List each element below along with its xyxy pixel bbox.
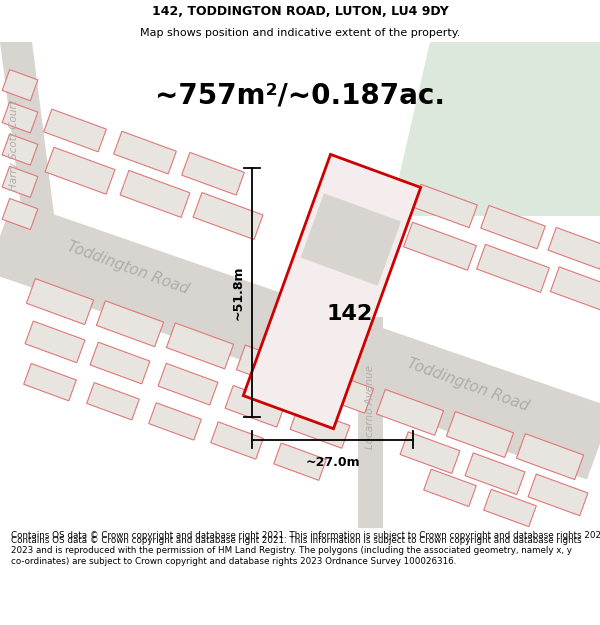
Polygon shape bbox=[376, 389, 443, 436]
Polygon shape bbox=[23, 364, 76, 401]
Polygon shape bbox=[0, 42, 60, 261]
Polygon shape bbox=[158, 363, 218, 405]
Text: 142, TODDINGTON ROAD, LUTON, LU4 9DY: 142, TODDINGTON ROAD, LUTON, LU4 9DY bbox=[152, 5, 448, 18]
Text: Contains OS data © Crown copyright and database right 2021. This information is : Contains OS data © Crown copyright and d… bbox=[11, 536, 581, 566]
Polygon shape bbox=[358, 317, 383, 528]
Polygon shape bbox=[465, 453, 525, 494]
Polygon shape bbox=[236, 345, 304, 391]
Polygon shape bbox=[182, 152, 244, 195]
Polygon shape bbox=[446, 411, 514, 458]
Polygon shape bbox=[550, 267, 600, 312]
Text: Contains OS data © Crown copyright and database right 2021. This information is : Contains OS data © Crown copyright and d… bbox=[11, 531, 600, 540]
Polygon shape bbox=[45, 148, 115, 194]
Polygon shape bbox=[149, 402, 202, 440]
Text: Locarno Avenue: Locarno Avenue bbox=[365, 366, 375, 449]
Polygon shape bbox=[400, 432, 460, 474]
Text: ~51.8m: ~51.8m bbox=[232, 265, 245, 320]
Polygon shape bbox=[517, 434, 584, 479]
Polygon shape bbox=[424, 469, 476, 506]
Polygon shape bbox=[2, 134, 38, 165]
Polygon shape bbox=[2, 166, 38, 198]
Polygon shape bbox=[307, 368, 374, 413]
Polygon shape bbox=[44, 109, 106, 152]
Polygon shape bbox=[166, 323, 233, 369]
Polygon shape bbox=[90, 342, 150, 384]
Polygon shape bbox=[2, 69, 38, 101]
Polygon shape bbox=[113, 131, 176, 174]
Polygon shape bbox=[26, 279, 94, 324]
Polygon shape bbox=[25, 321, 85, 362]
Polygon shape bbox=[0, 200, 600, 479]
Polygon shape bbox=[120, 171, 190, 217]
Polygon shape bbox=[390, 42, 600, 216]
Text: Toddington Road: Toddington Road bbox=[65, 239, 191, 298]
Polygon shape bbox=[484, 489, 536, 527]
Text: ~757m²/~0.187ac.: ~757m²/~0.187ac. bbox=[155, 81, 445, 109]
Polygon shape bbox=[193, 192, 263, 239]
Polygon shape bbox=[86, 382, 139, 420]
Text: Toddington Road: Toddington Road bbox=[405, 356, 531, 414]
Polygon shape bbox=[548, 228, 600, 269]
Text: ~27.0m: ~27.0m bbox=[305, 456, 360, 469]
Polygon shape bbox=[97, 301, 164, 347]
Polygon shape bbox=[481, 206, 545, 249]
Text: Map shows position and indicative extent of the property.: Map shows position and indicative extent… bbox=[140, 28, 460, 38]
Text: Harry Scott Court: Harry Scott Court bbox=[9, 100, 19, 191]
Polygon shape bbox=[290, 407, 350, 448]
Polygon shape bbox=[413, 184, 477, 228]
Polygon shape bbox=[274, 443, 326, 481]
Polygon shape bbox=[211, 422, 263, 459]
Text: 142: 142 bbox=[327, 304, 373, 324]
Polygon shape bbox=[301, 193, 401, 286]
Polygon shape bbox=[528, 474, 588, 516]
Polygon shape bbox=[225, 386, 285, 427]
Polygon shape bbox=[243, 154, 421, 429]
Polygon shape bbox=[2, 102, 38, 133]
Polygon shape bbox=[404, 222, 476, 270]
Polygon shape bbox=[476, 244, 550, 292]
Polygon shape bbox=[2, 199, 38, 229]
